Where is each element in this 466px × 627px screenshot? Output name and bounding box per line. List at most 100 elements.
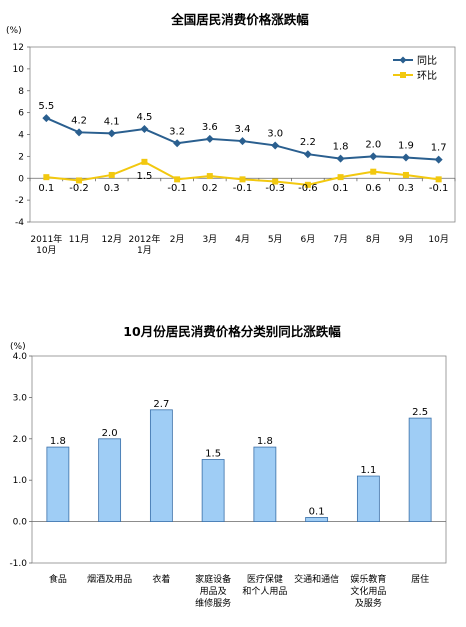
data-point xyxy=(107,129,116,138)
line-chart-x-tick-label: 2月 xyxy=(170,234,185,245)
data-point xyxy=(140,125,149,134)
bar-chart-y-tick-label: -1.0 xyxy=(9,559,27,569)
data-point xyxy=(369,152,378,161)
data-point xyxy=(370,168,377,175)
line-chart-y-tick-label: 4 xyxy=(18,131,24,141)
line-series-yoy: 5.5 4.2 4.1 4.5 3.2 3.6 3.4 3.0 2.2 1.8 2.0 1.9 1.7 xyxy=(38,101,447,164)
data-label: 1.8 xyxy=(333,142,349,153)
data-point xyxy=(435,176,442,183)
bar-chart-unit-label: (%) xyxy=(10,342,26,352)
data-point xyxy=(206,173,213,180)
bar-chart-y-tick-label: 2.0 xyxy=(13,435,28,445)
bar-data-label: 2.5 xyxy=(412,407,428,418)
line-chart-title: 全国居民消费价格涨跌幅 xyxy=(170,12,309,27)
data-point xyxy=(238,137,247,146)
legend-entry: 同比 xyxy=(393,55,437,67)
line-chart-x-tick-label: 3月 xyxy=(202,234,217,245)
bar-chart-x-tick-label: 用品及 xyxy=(200,586,227,597)
line-chart-y-tick-label: 10 xyxy=(13,65,25,75)
line-chart-series: 5.5 4.2 4.1 4.5 3.2 3.6 3.4 3.0 2.2 1.8 2.0 1.9 1.7 0… xyxy=(38,101,448,194)
bar-chart-x-tick-label: 和个人用品 xyxy=(242,586,287,597)
data-label: -0.1 xyxy=(233,183,253,194)
data-point xyxy=(303,150,312,159)
data-label: 3.0 xyxy=(267,128,283,139)
data-label: 0.3 xyxy=(398,183,414,194)
bar-data-label: 1.8 xyxy=(257,436,273,447)
bar-chart-x-tick-label: 及服务 xyxy=(355,597,382,609)
line-chart-y-tick-label: -2 xyxy=(15,196,24,206)
data-point xyxy=(271,141,280,150)
data-label: 2.0 xyxy=(365,139,381,150)
bar-data-label: 1.8 xyxy=(50,436,66,447)
line-chart-y-tick-label: 2 xyxy=(18,152,24,162)
data-point xyxy=(75,128,84,137)
line-chart-y-tick-label: 8 xyxy=(18,87,24,97)
line-chart-x-tick-label: 11月 xyxy=(69,234,89,245)
bar-data-label: 2.0 xyxy=(102,428,118,439)
data-point xyxy=(141,158,148,165)
data-point xyxy=(402,171,409,178)
data-label: 1.9 xyxy=(398,140,414,151)
bar-chart-x-tick-label: 医疗保健 xyxy=(247,573,283,585)
line-chart-x-tick-label: 9月 xyxy=(399,234,414,245)
data-label: 4.5 xyxy=(136,112,152,123)
bar-data-label: 1.1 xyxy=(360,465,376,476)
bar xyxy=(305,517,329,523)
data-point xyxy=(434,155,443,164)
bar-chart-y-tick-label: 0.0 xyxy=(13,518,28,528)
bar xyxy=(149,409,173,523)
bar-chart-x-tick-label: 居住 xyxy=(411,573,429,585)
line-chart-x-tick-label: 1月 xyxy=(137,245,152,256)
line-chart-x-tick-label: 2011年 xyxy=(30,233,62,245)
bar-data-label: 1.5 xyxy=(205,449,221,460)
bar-chart-title: 10月份居民消费价格分类别同比涨跌幅 xyxy=(123,324,341,339)
bar-chart-y-ticks: -1.0 0.0 1.0 2.0 3.0 4.0 xyxy=(9,352,27,569)
data-point xyxy=(401,153,410,162)
data-point xyxy=(173,139,182,148)
legend-label: 同比 xyxy=(417,55,437,67)
bar xyxy=(46,446,70,522)
data-point xyxy=(42,114,51,123)
data-label: 3.6 xyxy=(202,122,218,133)
legend-marker xyxy=(399,56,407,64)
data-label: 3.4 xyxy=(235,124,251,135)
data-label: 0.3 xyxy=(104,183,120,194)
data-point xyxy=(272,178,279,185)
line-chart-x-tick-label: 7月 xyxy=(333,234,348,245)
data-label: -0.2 xyxy=(69,183,89,194)
legend-label: 环比 xyxy=(417,70,437,82)
data-point xyxy=(43,174,50,181)
data-point xyxy=(304,181,311,188)
bar-chart-x-tick-label: 烟酒及用品 xyxy=(87,573,132,585)
line-chart-x-tick-label: 12月 xyxy=(102,234,122,245)
data-label: 3.2 xyxy=(169,126,185,137)
data-label: 0.1 xyxy=(333,183,349,194)
line-series-mom: 0.1 -0.2 0.3 1.5 -0.1 0.2 -0.1 -0.3 -0.6 0.1 0.6 0.… xyxy=(38,158,449,194)
line-chart-x-tick-label: 8月 xyxy=(366,234,381,245)
data-label: -0.1 xyxy=(429,183,449,194)
data-label: 0.2 xyxy=(202,183,218,194)
line-chart-x-tick-label: 2012年 xyxy=(128,233,160,245)
bar-chart-axes xyxy=(29,355,447,564)
bar-chart-x-tick-label: 文化用品 xyxy=(350,585,386,597)
bar-chart-x-tick-label: 交通和通信 xyxy=(294,573,339,585)
data-point xyxy=(336,154,345,163)
legend-marker xyxy=(400,72,406,78)
data-point xyxy=(205,134,214,143)
bar-chart-x-tick-label: 食品 xyxy=(49,573,67,585)
line-chart-y-tick-label: -4 xyxy=(15,218,24,228)
bar-chart-y-tick-label: 1.0 xyxy=(13,476,28,486)
data-point xyxy=(337,174,344,181)
bar-chart-y-tick-label: 4.0 xyxy=(13,352,28,362)
bar-chart-x-tick-label: 家庭设备 xyxy=(195,573,231,585)
line-chart-x-tick-label: 4月 xyxy=(235,234,250,245)
data-point xyxy=(76,177,83,184)
line-chart-x-tick-label: 10月 xyxy=(36,245,56,256)
bar xyxy=(98,438,122,522)
bar xyxy=(408,417,432,523)
bar xyxy=(201,459,225,522)
